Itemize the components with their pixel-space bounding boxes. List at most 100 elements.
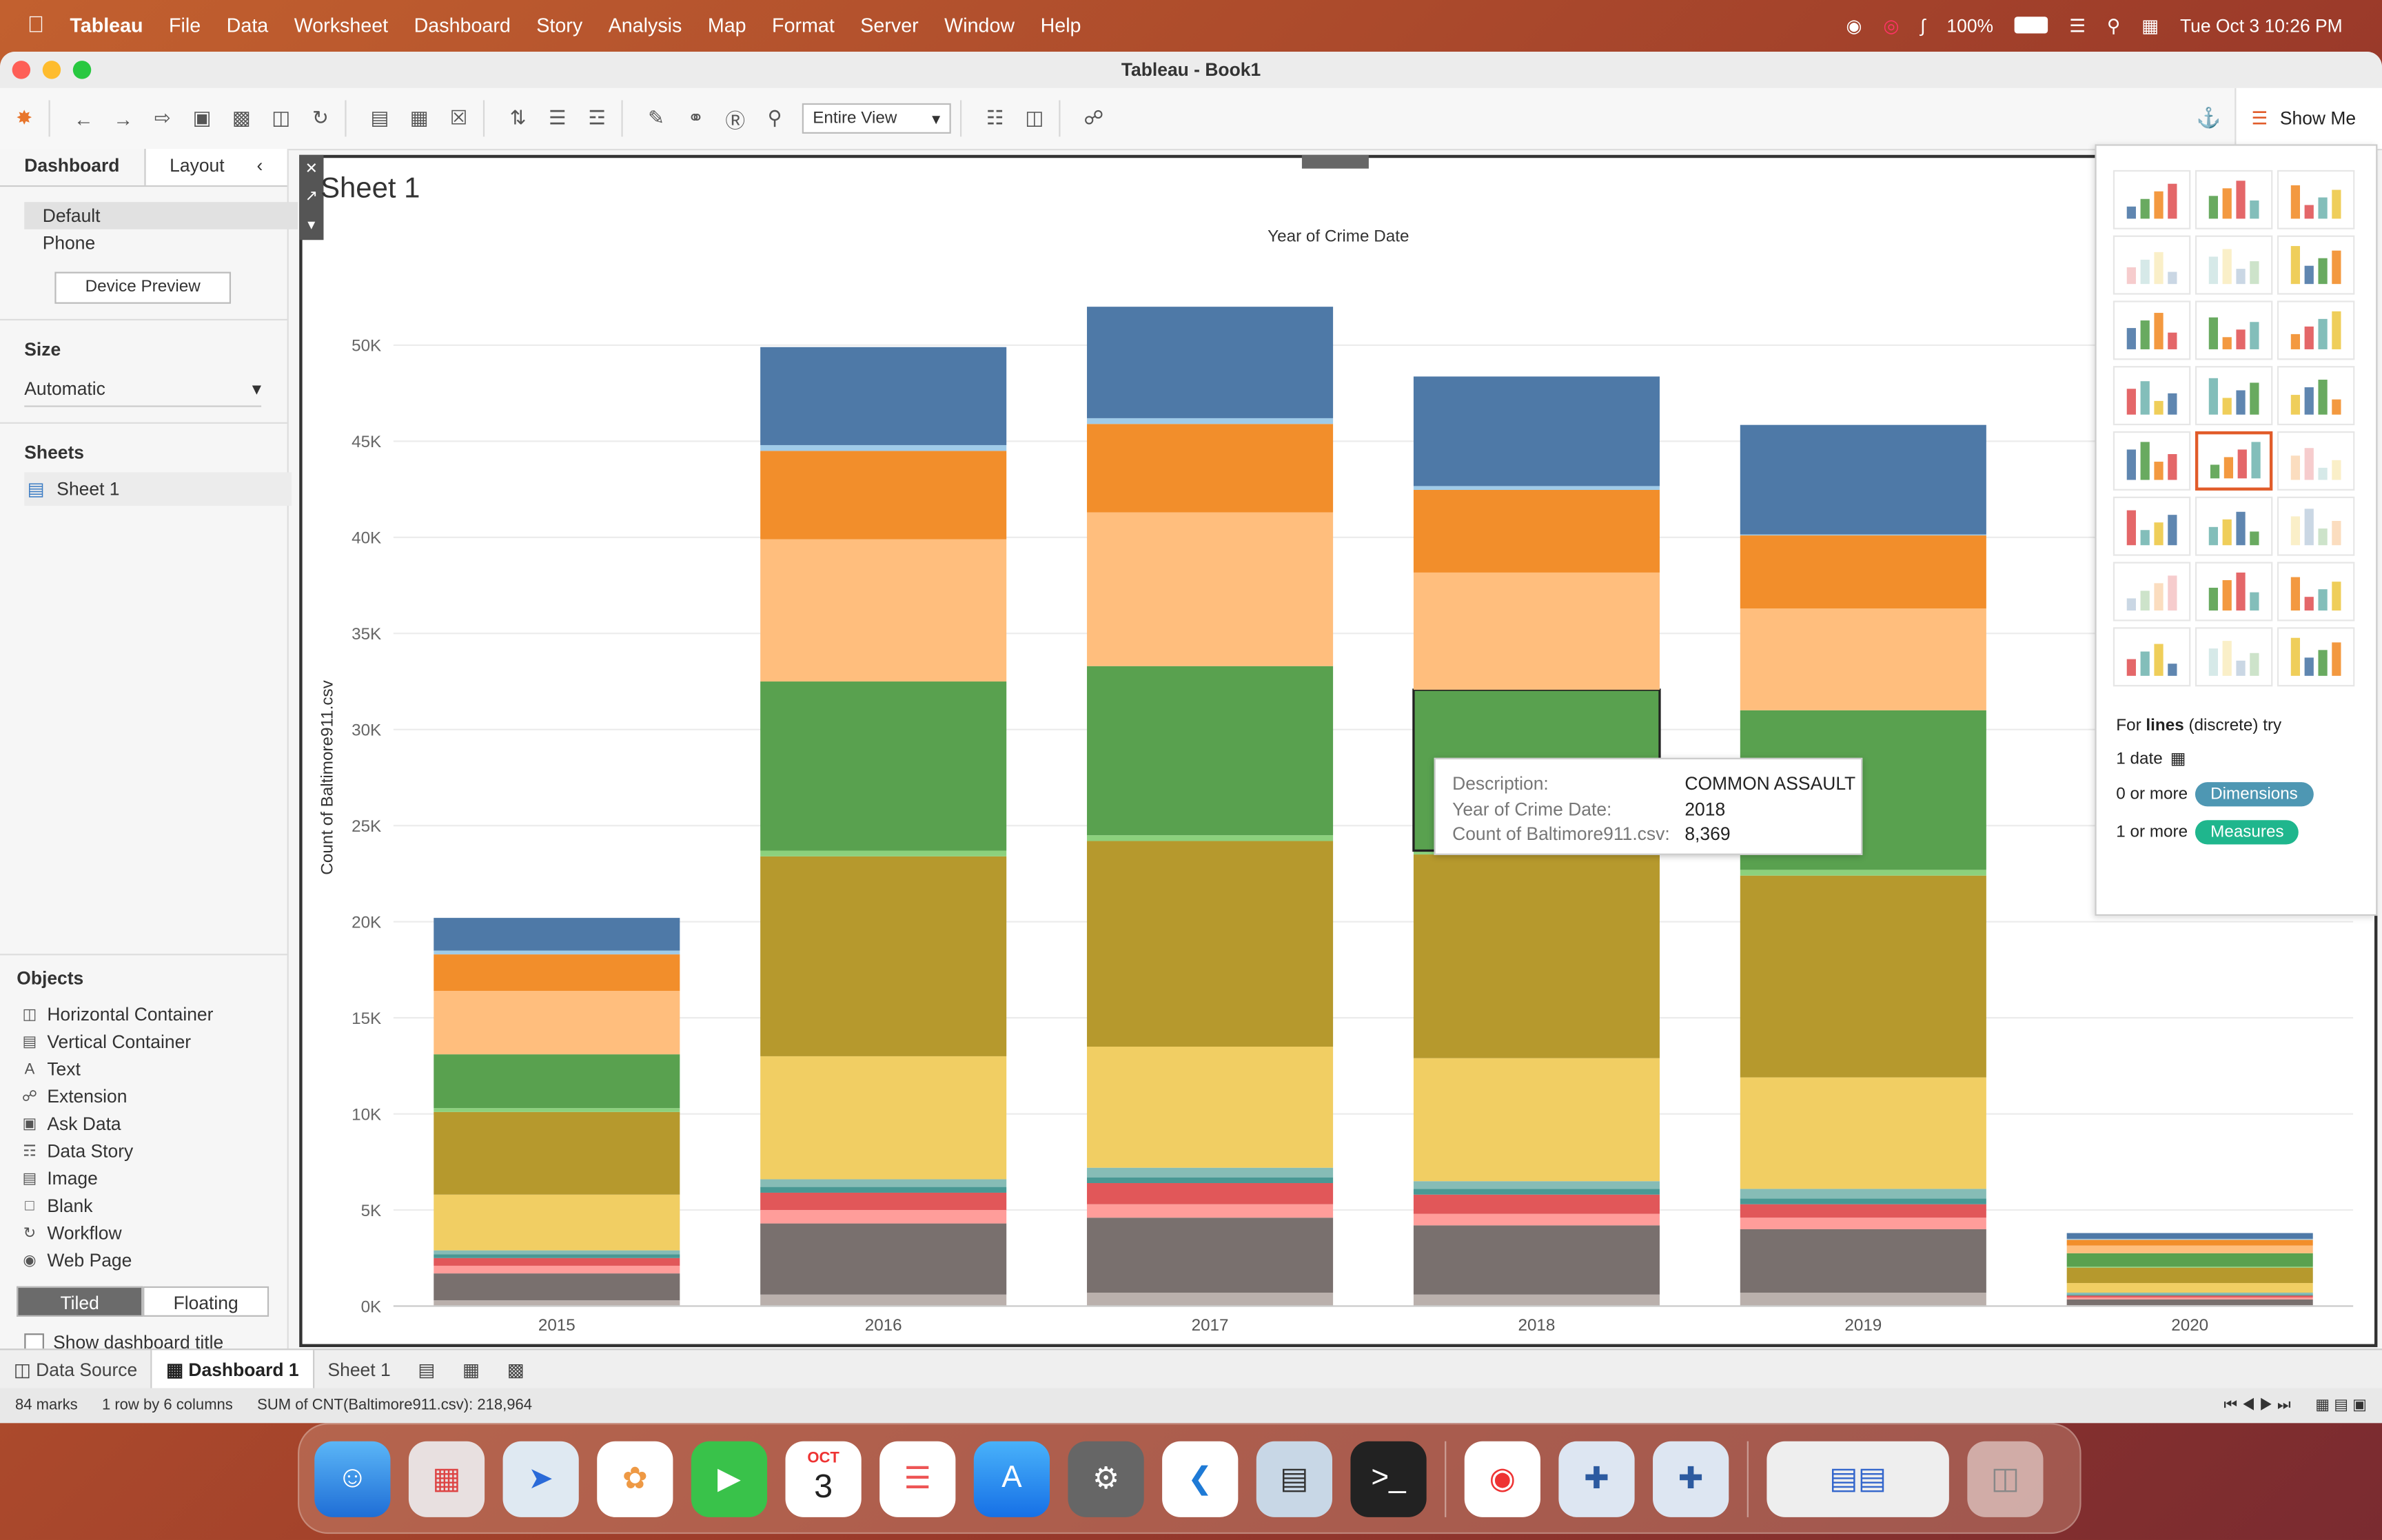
menu-file[interactable]: File <box>169 13 201 37</box>
bar-segment[interactable] <box>760 681 1007 851</box>
chart-type-pie-chart-icon[interactable] <box>2277 235 2355 295</box>
bar-segment[interactable] <box>1740 875 1986 1078</box>
chart-type-heat-map-icon[interactable] <box>2195 170 2273 229</box>
bar-segment[interactable] <box>434 1054 680 1109</box>
bar-segment[interactable] <box>1413 489 1660 573</box>
chart-type-area-discrete-icon[interactable] <box>2195 496 2273 556</box>
new-worksheet-tab-icon[interactable]: ▤ <box>418 1359 436 1381</box>
format-painter-icon[interactable]: ⚓ <box>2196 106 2221 130</box>
bar-segment[interactable] <box>1087 835 1334 841</box>
object-image[interactable]: ▤ Image <box>21 1165 287 1193</box>
bar-segment[interactable] <box>1413 1189 1660 1195</box>
chart-type-horizontal-bars-icon[interactable] <box>2113 300 2191 360</box>
bar-segment[interactable] <box>1413 572 1660 690</box>
swap-icon[interactable]: ⇅ <box>509 106 527 130</box>
sort-descending-icon[interactable]: ☲ <box>588 106 607 130</box>
bar-segment[interactable] <box>1087 841 1334 1047</box>
bar-segment[interactable] <box>434 991 680 1055</box>
bar-segment[interactable] <box>2066 1238 2313 1240</box>
bar-segment[interactable] <box>760 1223 1007 1295</box>
undo-icon[interactable]: ← <box>73 107 94 130</box>
reminders-icon[interactable]: ☰ <box>879 1440 956 1517</box>
minimize-window-button[interactable] <box>42 61 61 79</box>
tableau-reader-icon[interactable]: ✚ <box>1653 1440 1729 1517</box>
bar-segment[interactable] <box>1087 1167 1334 1178</box>
bar-segment[interactable] <box>434 1300 680 1306</box>
refresh-icon[interactable]: ↻ <box>312 106 329 130</box>
bar-segment[interactable] <box>1740 608 1986 710</box>
object-blank[interactable]: □ Blank <box>21 1192 287 1220</box>
facetime-icon[interactable]: ▶ <box>691 1440 768 1517</box>
control-center-icon[interactable]: ▦ <box>2141 14 2159 36</box>
chart-type-packed-bubbles-icon[interactable] <box>2277 627 2355 687</box>
chart-type-circle-views-icon[interactable] <box>2195 366 2273 426</box>
bar-segment[interactable] <box>1413 1294 1660 1306</box>
chart-type-continuous-lines-icon[interactable] <box>2113 431 2191 491</box>
chart-type-treemap-icon[interactable] <box>2113 366 2191 426</box>
chart-type-dual-lines-icon[interactable] <box>2277 431 2355 491</box>
show-cards-icon[interactable]: ☷ <box>986 106 1004 130</box>
bar-segment[interactable] <box>1740 1198 1986 1204</box>
presentation-mode-icon[interactable]: ◫ <box>1025 106 1044 130</box>
menu-window[interactable]: Window <box>944 13 1015 37</box>
menu-help[interactable]: Help <box>1040 13 1081 37</box>
launchpad-icon[interactable]: ▦ <box>408 1440 485 1517</box>
bar-segment[interactable] <box>760 1192 1007 1211</box>
wifi-icon[interactable]: ☰ <box>2069 14 2086 36</box>
record-icon[interactable]: ◎ <box>1883 14 1900 36</box>
open-sheet-icon[interactable]: ↗ <box>305 189 318 206</box>
redo-icon[interactable]: → <box>113 107 133 130</box>
pin-icon[interactable]: ⚲ <box>767 106 782 130</box>
object-vertical-container[interactable]: ▤ Vertical Container <box>21 1028 287 1056</box>
show-me-button[interactable]: ☰ Show Me <box>2235 88 2382 150</box>
collapse-icon[interactable]: ‹ <box>256 154 263 176</box>
bar-segment[interactable] <box>2066 1240 2313 1246</box>
bar-segment[interactable] <box>434 954 680 992</box>
bar-segment[interactable] <box>760 1179 1007 1187</box>
menu-app[interactable]: Tableau <box>70 13 143 37</box>
bar-segment[interactable] <box>1740 424 1986 535</box>
app-store-icon[interactable]: A <box>973 1440 1050 1517</box>
zoom-window-button[interactable] <box>72 61 92 79</box>
object-ask-data[interactable]: ▣ Ask Data <box>21 1110 287 1138</box>
bar-segment[interactable] <box>1413 486 1660 490</box>
group-icon[interactable]: ⚭ <box>687 106 704 130</box>
device-phone[interactable]: Phone <box>42 232 96 254</box>
bar-segment[interactable] <box>2066 1283 2313 1293</box>
bar-segment[interactable] <box>1740 1229 1986 1293</box>
chart-type-dual-combination-icon[interactable] <box>2277 496 2355 556</box>
bar-segment[interactable] <box>760 451 1007 540</box>
bar-segment[interactable] <box>1740 1204 1986 1218</box>
object-data-story[interactable]: ☶ Data Story <box>21 1138 287 1165</box>
menu-map[interactable]: Map <box>707 13 746 37</box>
bar-segment[interactable] <box>434 1273 680 1301</box>
bar-segment[interactable] <box>2066 1293 2313 1295</box>
nav-arrows-icon[interactable]: ⏮ ◀ ▶ ⏭ <box>2223 1397 2291 1415</box>
photos-icon[interactable]: ✿ <box>597 1440 673 1517</box>
fit-select[interactable]: Entire View ▾ <box>802 103 951 134</box>
share-icon[interactable]: ☍ <box>1083 106 1104 130</box>
highlight-icon[interactable]: ✎ <box>648 106 665 130</box>
menu-story[interactable]: Story <box>536 13 583 37</box>
dashboard-1-tab[interactable]: ▦ Dashboard 1 <box>151 1350 314 1390</box>
bar-segment[interactable] <box>2066 1253 2313 1267</box>
view-toggle-icon[interactable]: ▦ ▤ ▣ <box>2315 1397 2367 1415</box>
chart-type-filled-map-icon[interactable] <box>2195 235 2273 295</box>
finder-icon[interactable]: ☺ <box>314 1440 391 1517</box>
battery-icon[interactable] <box>2014 17 2048 34</box>
paperclip-icon[interactable]: ∫ <box>1920 14 1926 36</box>
apple-icon[interactable]:  <box>28 13 49 36</box>
bar-segment[interactable] <box>1740 1218 1986 1229</box>
bar-segment[interactable] <box>2066 1233 2313 1239</box>
tab-dashboard[interactable]: Dashboard <box>0 149 144 185</box>
bar-segment[interactable] <box>434 1108 680 1112</box>
bar-segment[interactable] <box>1087 1046 1334 1168</box>
chart-type-symbol-map-icon[interactable] <box>2113 235 2191 295</box>
menu-format[interactable]: Format <box>772 13 835 37</box>
new-story-tab-icon[interactable]: ▩ <box>507 1359 525 1381</box>
menu-server[interactable]: Server <box>860 13 919 37</box>
device-default[interactable]: Default <box>24 202 298 229</box>
bar-segment[interactable] <box>1087 418 1334 424</box>
bar-segment[interactable] <box>1087 1218 1334 1293</box>
chrome-icon[interactable]: ◉ <box>1464 1440 1540 1517</box>
